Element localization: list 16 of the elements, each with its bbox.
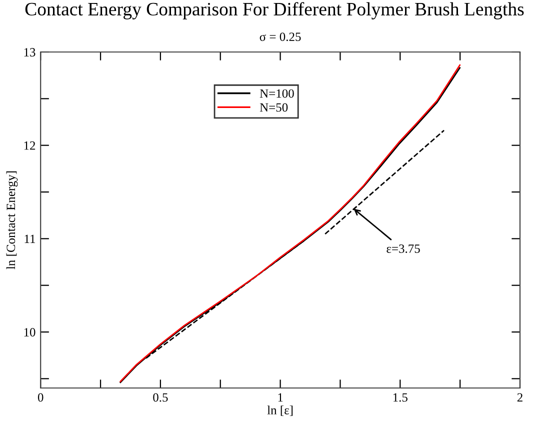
x-tick-label: 1 xyxy=(278,393,283,402)
x-tick-label: 0 xyxy=(38,393,44,402)
y-tick-label: 12 xyxy=(24,141,36,150)
y-tick-label: 11 xyxy=(24,234,35,244)
x-axis-title: ln [ε] xyxy=(267,406,293,416)
x-tick-label: 0.5 xyxy=(153,393,168,402)
legend-label: N=50 xyxy=(260,103,288,112)
x-tick-label: 1.5 xyxy=(393,393,408,402)
x-tick-label: 2 xyxy=(517,393,522,402)
chart-title: Contact Energy Comparison For Different Polymer Brush Lengths xyxy=(25,2,524,20)
legend-label: N=100 xyxy=(260,89,294,98)
annotation: ε=3.75 xyxy=(386,244,420,253)
y-tick-label: 10 xyxy=(24,328,36,336)
y-tick-label: 13 xyxy=(24,48,36,56)
chart-subtitle: σ = 0.25 xyxy=(260,32,301,42)
y-axis-title: ln [Contact Energy] xyxy=(6,171,18,270)
